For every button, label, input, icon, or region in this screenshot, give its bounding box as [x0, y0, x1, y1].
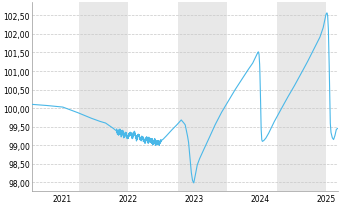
Bar	[32, 4, 79, 192]
Bar	[326, 4, 338, 192]
Bar	[227, 4, 277, 192]
Bar	[128, 4, 178, 192]
